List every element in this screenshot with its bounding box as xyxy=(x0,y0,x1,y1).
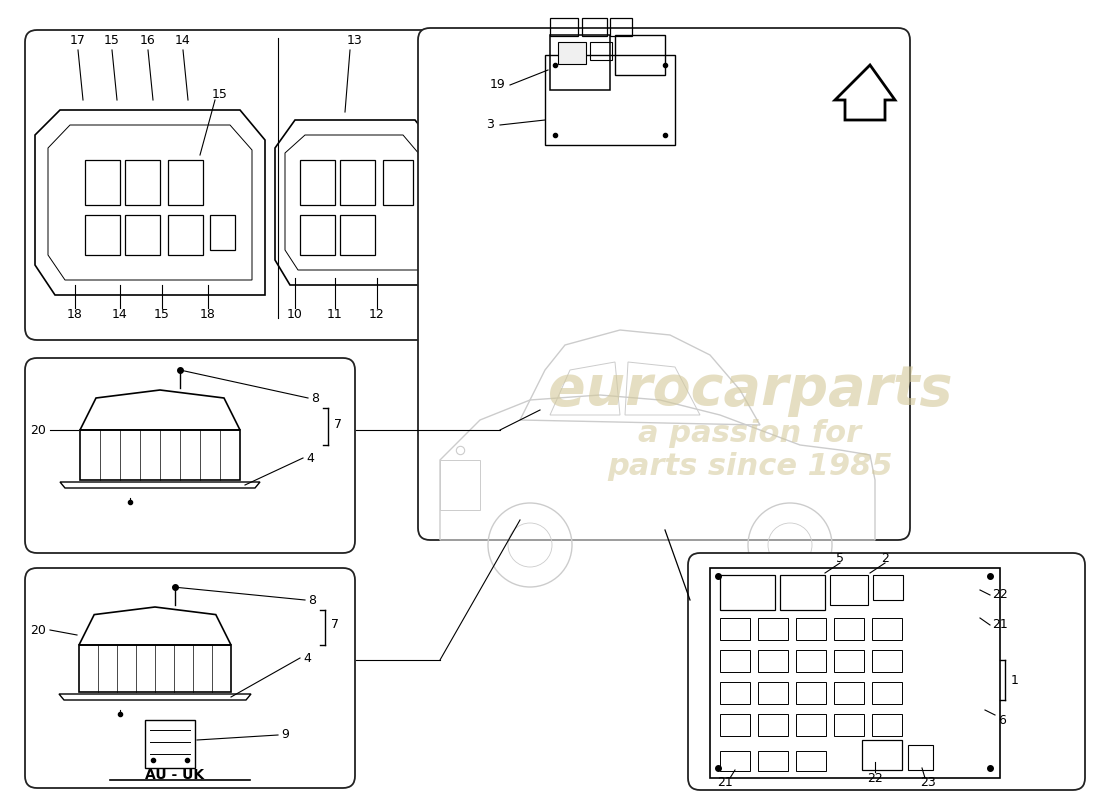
Text: 8: 8 xyxy=(311,391,319,405)
Text: 19: 19 xyxy=(491,78,506,91)
Bar xyxy=(80,430,240,480)
Bar xyxy=(834,650,864,672)
Bar xyxy=(834,714,864,736)
Text: 11: 11 xyxy=(327,309,343,322)
Text: 14: 14 xyxy=(175,34,191,46)
Bar xyxy=(168,215,204,255)
FancyBboxPatch shape xyxy=(688,553,1085,790)
Text: 12: 12 xyxy=(370,309,385,322)
Text: 7: 7 xyxy=(331,618,339,631)
Text: 4: 4 xyxy=(306,451,313,465)
Bar xyxy=(796,751,826,771)
Text: 4: 4 xyxy=(304,651,311,665)
FancyBboxPatch shape xyxy=(25,30,455,340)
Bar xyxy=(758,650,788,672)
Bar xyxy=(85,160,120,205)
Text: 14: 14 xyxy=(112,309,128,322)
Bar xyxy=(590,42,612,60)
Text: 7: 7 xyxy=(334,418,342,431)
Bar xyxy=(340,160,375,205)
Bar xyxy=(544,55,675,145)
Bar xyxy=(796,650,826,672)
Text: 22: 22 xyxy=(867,771,883,785)
Bar xyxy=(720,618,750,640)
Bar xyxy=(720,682,750,704)
Bar xyxy=(796,682,826,704)
Bar xyxy=(79,645,231,692)
Bar xyxy=(720,714,750,736)
Bar xyxy=(720,751,750,771)
Text: 22: 22 xyxy=(992,589,1008,602)
Bar xyxy=(610,18,632,36)
Bar xyxy=(758,682,788,704)
Bar xyxy=(758,714,788,736)
Text: 9: 9 xyxy=(282,729,289,742)
Text: 21: 21 xyxy=(717,777,733,790)
Bar xyxy=(872,618,902,640)
Bar xyxy=(873,575,903,600)
Bar xyxy=(558,42,586,64)
Bar xyxy=(872,682,902,704)
Bar xyxy=(210,215,235,250)
Text: 23: 23 xyxy=(920,777,936,790)
Bar xyxy=(862,740,902,770)
Bar xyxy=(582,18,607,36)
FancyBboxPatch shape xyxy=(25,568,355,788)
Text: 15: 15 xyxy=(212,89,228,102)
Bar xyxy=(550,35,610,90)
Text: 21: 21 xyxy=(992,618,1008,631)
Text: 8: 8 xyxy=(308,594,316,606)
Bar xyxy=(796,714,826,736)
Text: 16: 16 xyxy=(140,34,156,46)
Text: 18: 18 xyxy=(67,309,82,322)
Text: 2: 2 xyxy=(881,551,889,565)
Text: 5: 5 xyxy=(836,551,844,565)
FancyBboxPatch shape xyxy=(25,358,355,553)
FancyBboxPatch shape xyxy=(418,28,910,540)
Bar xyxy=(780,575,825,610)
Text: 15: 15 xyxy=(104,34,120,46)
Text: AU - UK: AU - UK xyxy=(145,768,205,782)
Bar xyxy=(125,215,160,255)
Bar xyxy=(872,650,902,672)
Bar xyxy=(440,460,480,510)
Text: 1: 1 xyxy=(1011,674,1019,686)
Bar xyxy=(908,745,933,770)
Bar xyxy=(145,720,195,768)
Text: 18: 18 xyxy=(200,309,216,322)
Text: a passion for
parts since 1985: a passion for parts since 1985 xyxy=(607,418,893,482)
Bar xyxy=(796,618,826,640)
Bar xyxy=(125,160,160,205)
Bar xyxy=(872,714,902,736)
Text: 3: 3 xyxy=(486,118,494,131)
Bar xyxy=(758,751,788,771)
Text: 15: 15 xyxy=(154,309,169,322)
Bar xyxy=(720,575,775,610)
Bar xyxy=(758,618,788,640)
Bar xyxy=(85,215,120,255)
Bar xyxy=(168,160,204,205)
Text: 17: 17 xyxy=(70,34,86,46)
Text: 20: 20 xyxy=(30,423,46,437)
Bar xyxy=(300,160,336,205)
Text: eurocarparts: eurocarparts xyxy=(548,363,953,417)
Text: 13: 13 xyxy=(348,34,363,46)
Bar xyxy=(830,575,868,605)
Text: 10: 10 xyxy=(287,309,303,322)
Bar xyxy=(550,18,578,36)
Text: 20: 20 xyxy=(30,623,46,637)
Bar xyxy=(300,215,336,255)
Bar xyxy=(615,35,666,75)
Bar xyxy=(720,650,750,672)
Bar xyxy=(383,160,412,205)
Bar xyxy=(340,215,375,255)
Text: 6: 6 xyxy=(998,714,1005,726)
Bar xyxy=(834,618,864,640)
Bar xyxy=(834,682,864,704)
Bar xyxy=(710,568,1000,778)
